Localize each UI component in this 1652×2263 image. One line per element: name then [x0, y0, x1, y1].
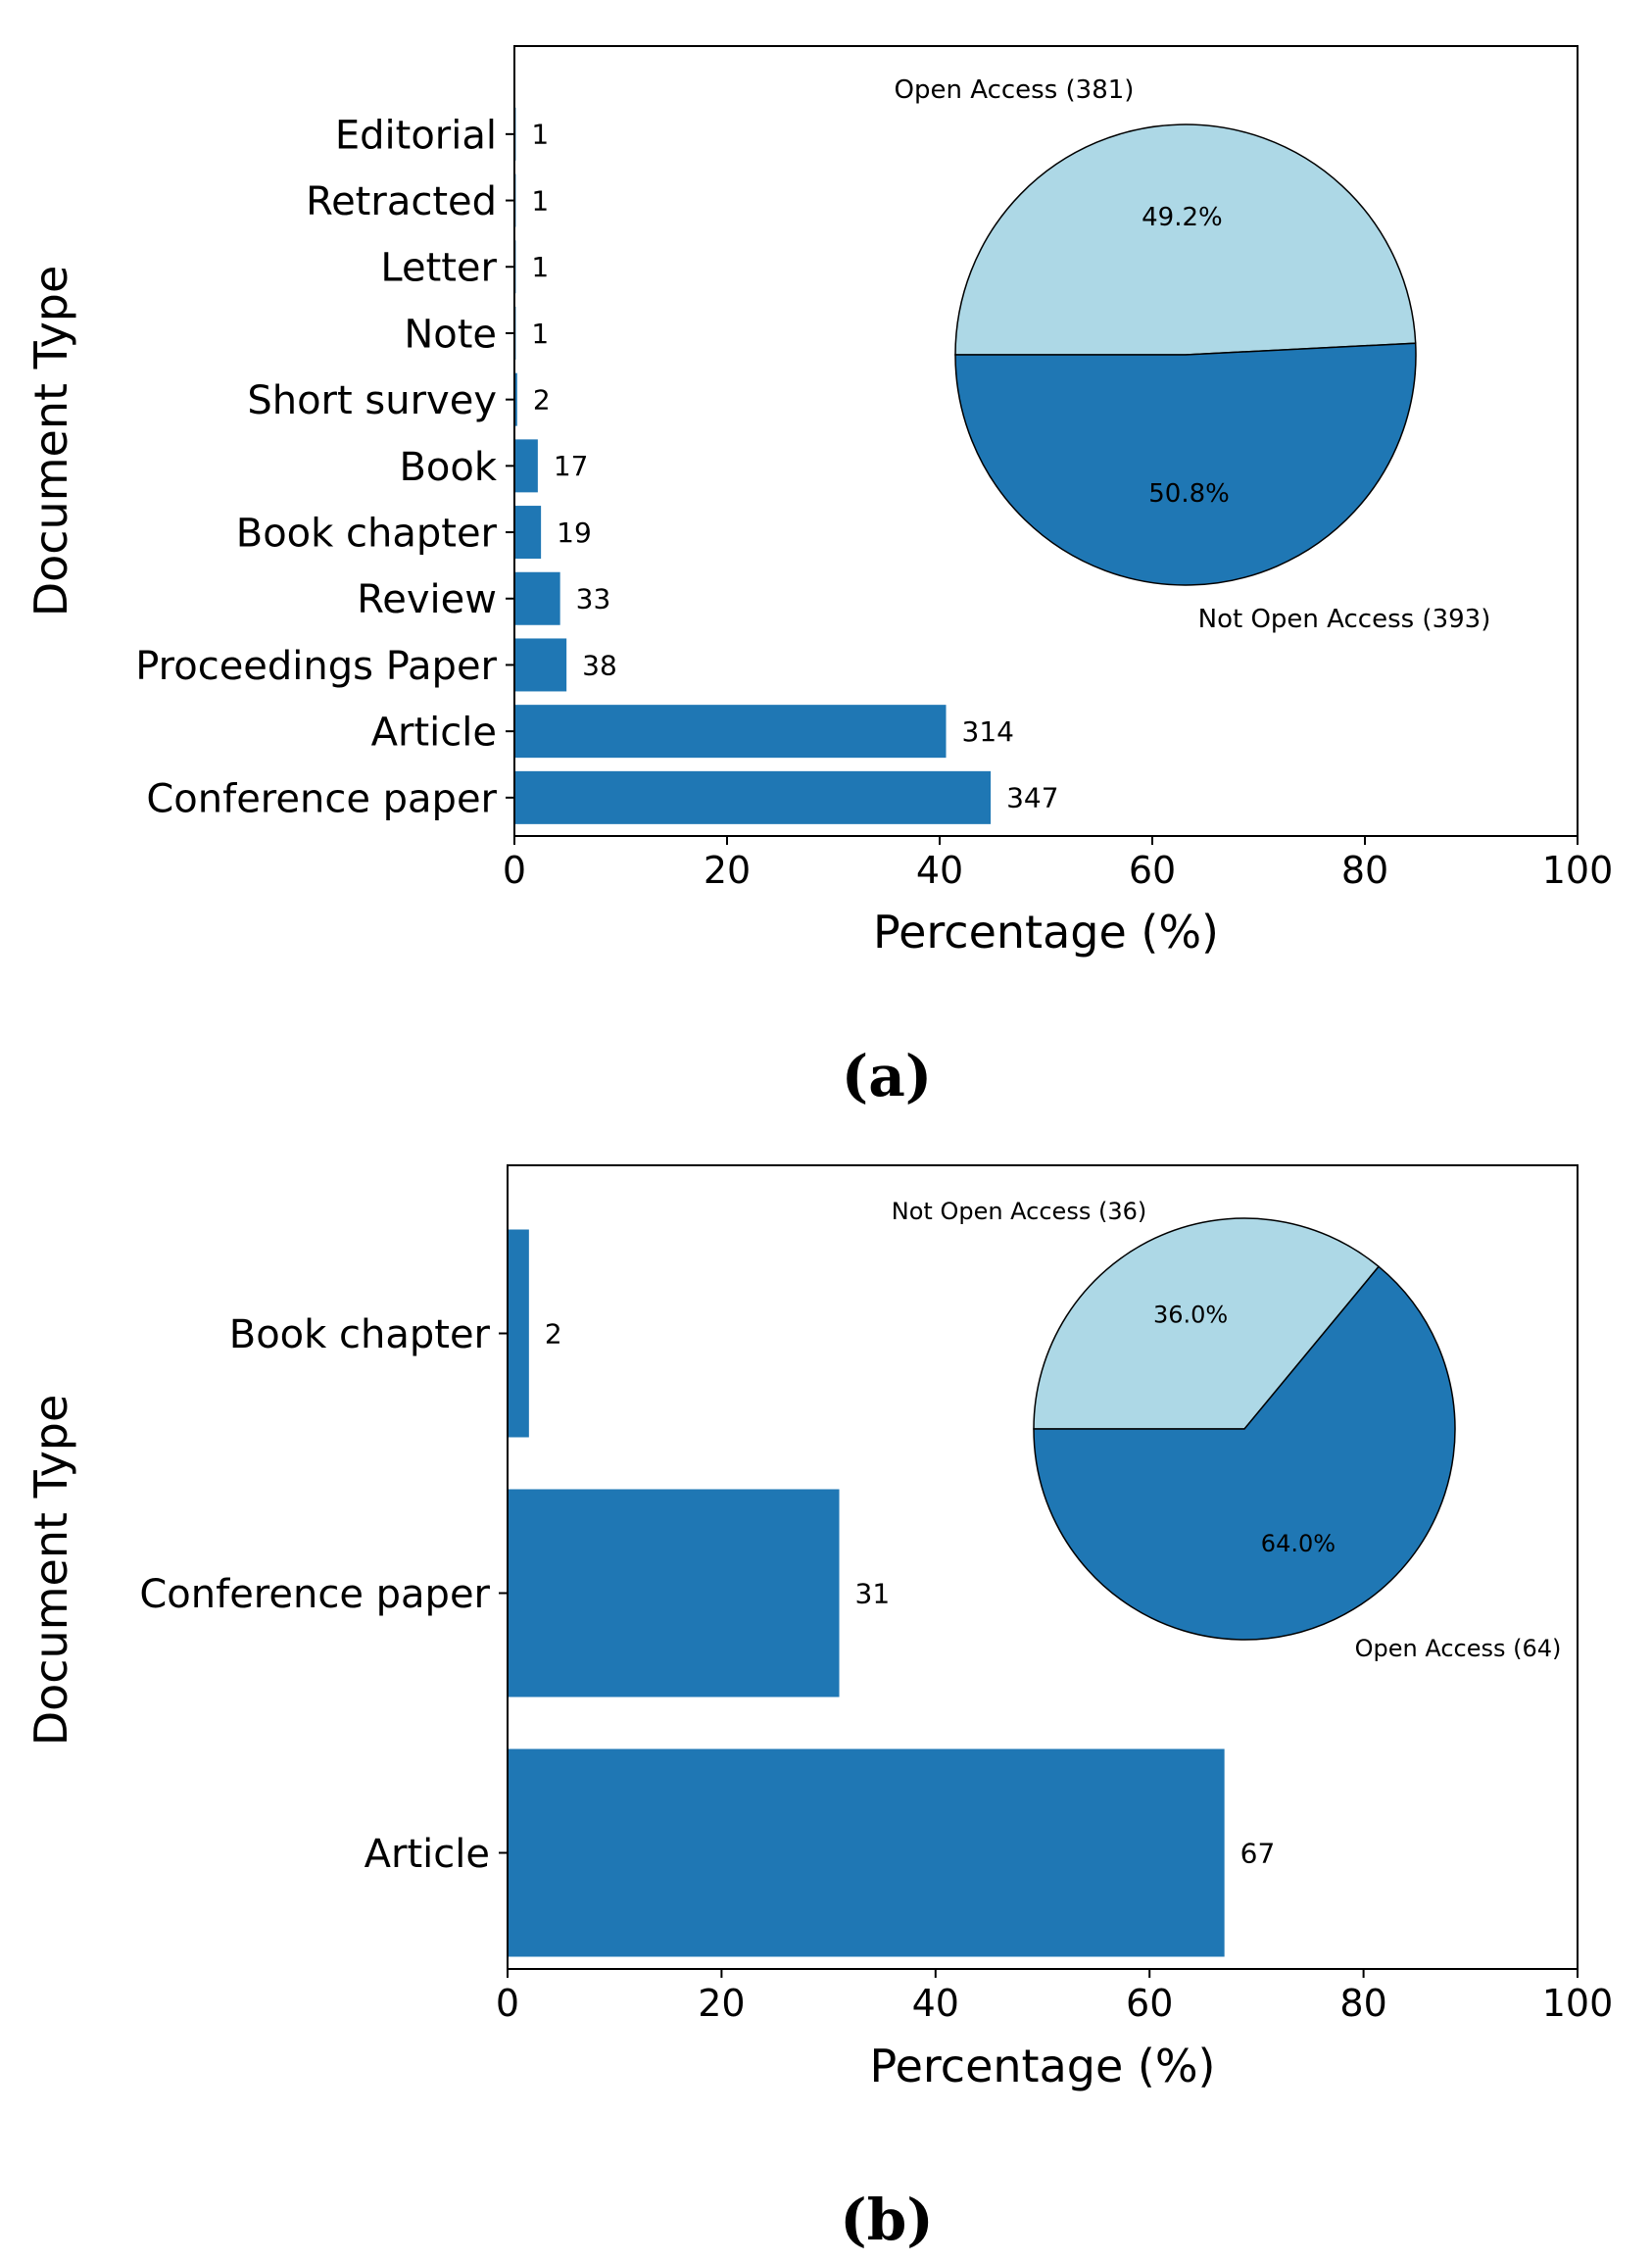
bar-value-label: 67: [1240, 1837, 1276, 1869]
x-axis-label: Percentage (%): [873, 906, 1219, 959]
bar-value-label: 17: [554, 450, 589, 482]
pie-percent-label: 49.2%: [1142, 203, 1223, 232]
bar-value-label: 1: [531, 318, 549, 350]
x-tick-label: 0: [496, 1982, 519, 2025]
bar-conference-paper: [514, 770, 992, 824]
bar-short-survey: [514, 372, 517, 426]
pie-slice-label: Open Access (64): [1355, 1635, 1562, 1662]
plot-frame: [513, 45, 1579, 837]
x-tick-label: 20: [698, 1982, 745, 2025]
bar-book: [514, 439, 538, 493]
y-tick-label: Letter: [380, 246, 497, 291]
chart-panel-a: 347 Conference paper 314 Article 38 Proceedin…: [24, 45, 1614, 959]
pie-percent-label: 64.0%: [1261, 1530, 1336, 1557]
bar-value-label: 38: [582, 649, 617, 681]
pie-slice-label: Open Access (381): [895, 75, 1135, 105]
bar-article: [514, 705, 947, 759]
y-tick-label: Editorial: [335, 113, 497, 158]
bar-value-label: 347: [1006, 782, 1058, 814]
bar-conference-paper: [508, 1489, 840, 1697]
y-tick-label: Note: [404, 312, 497, 357]
bar-value-label: 2: [545, 1317, 562, 1350]
panel-label: (a): [842, 1043, 932, 1109]
bar-value-label: 31: [855, 1577, 891, 1609]
y-tick-label: Conference paper: [139, 1572, 490, 1617]
pie-slice-label: Not Open Access (36): [892, 1198, 1146, 1225]
pie-slice-open-access: [954, 123, 1417, 356]
y-axis-label: Document Type: [24, 266, 77, 617]
y-tick-label: Book: [399, 445, 497, 490]
x-tick-label: 80: [1341, 849, 1388, 892]
y-axis-label: Document Type: [24, 1395, 77, 1746]
chart-panel-b: 67 Article 31 Conference paper 2 Book chapter…: [24, 1164, 1614, 2092]
x-tick-label: 40: [916, 849, 963, 892]
x-tick-label: 100: [1542, 1982, 1614, 2025]
y-tick-label: Book chapter: [229, 1312, 491, 1357]
y-tick-label: Short survey: [247, 378, 497, 423]
x-tick-label: 20: [704, 849, 751, 892]
pie-slice-not-open-access: [1033, 1217, 1381, 1430]
x-tick-label: 100: [1542, 849, 1614, 892]
pie-slice-open-access: [1033, 1265, 1456, 1641]
bar-value-label: 314: [962, 715, 1014, 748]
x-tick-label: 60: [1126, 1982, 1173, 2025]
y-tick-label: Book chapter: [236, 511, 498, 556]
pie-percent-label: 36.0%: [1153, 1302, 1228, 1329]
inset-pie: 49.2% Open Access (381) 50.8% Not Open Acce…: [895, 75, 1491, 634]
bar-proceedings-paper: [514, 638, 567, 692]
y-tick-label: Review: [357, 577, 497, 622]
x-tick-label: 80: [1339, 1982, 1386, 2025]
bar-book-chapter: [508, 1229, 529, 1438]
bar-value-label: 33: [576, 583, 611, 615]
y-tick-label: Article: [364, 1832, 490, 1877]
bar-value-label: 1: [531, 251, 549, 283]
x-axis-label: Percentage (%): [870, 2040, 1216, 2092]
bar-article: [508, 1748, 1225, 1957]
bar-book-chapter: [514, 506, 542, 560]
plot-frame: [507, 1164, 1579, 1970]
pie-percent-label: 50.8%: [1148, 479, 1230, 509]
bar-value-label: 1: [531, 184, 549, 217]
pie-slice-label: Not Open Access (393): [1198, 605, 1491, 634]
pie-slice-not-open-access: [954, 342, 1417, 586]
y-tick-label: Article: [371, 711, 497, 756]
y-tick-label: Retracted: [306, 179, 497, 224]
y-tick-label: Proceedings Paper: [135, 644, 497, 689]
panel-label: (b): [840, 2187, 933, 2253]
bar-review: [514, 571, 560, 625]
bar-value-label: 2: [533, 383, 551, 416]
bar-value-label: 1: [531, 119, 549, 151]
x-tick-label: 0: [503, 849, 526, 892]
inset-pie: 36.0% Not Open Access (36) 64.0% Open Acces…: [892, 1198, 1562, 1662]
y-tick-label: Conference paper: [146, 776, 497, 821]
x-tick-label: 40: [912, 1982, 959, 2025]
bar-value-label: 19: [557, 517, 592, 549]
x-tick-label: 60: [1129, 849, 1176, 892]
